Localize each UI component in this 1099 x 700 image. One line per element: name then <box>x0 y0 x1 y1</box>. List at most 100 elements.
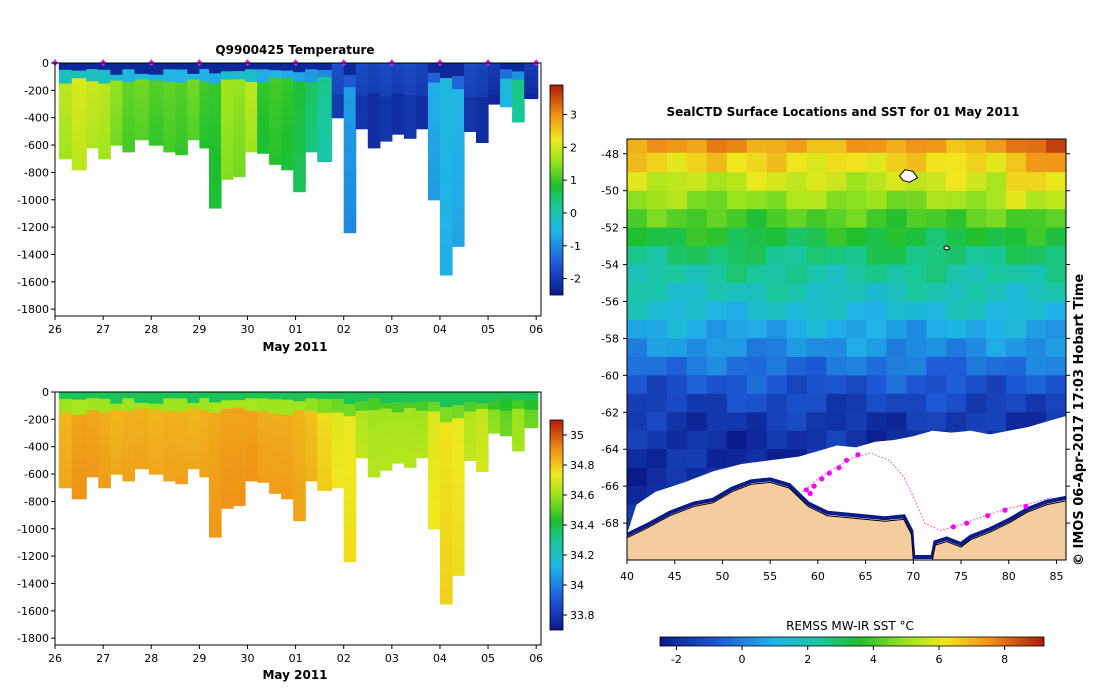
profile-cell <box>427 63 441 74</box>
colorbar-tick-label: 34.8 <box>570 459 595 472</box>
profile-cell <box>293 81 306 92</box>
profile-cell <box>415 72 429 78</box>
profile-cell <box>221 170 234 180</box>
sst-cell <box>966 338 987 358</box>
y-tick-label: -1000 <box>17 523 49 536</box>
sst-cell <box>686 172 708 192</box>
sst-cell <box>1046 172 1066 192</box>
profile-cell <box>58 138 73 146</box>
profile-cell <box>500 413 513 418</box>
profile-cell <box>245 411 258 418</box>
profile-cell <box>331 398 345 407</box>
x-tick-label: 29 <box>192 652 206 665</box>
profile-cell <box>293 90 306 101</box>
profile-cell <box>281 124 294 133</box>
seal-location <box>855 452 861 458</box>
profile-cell <box>500 66 513 70</box>
sst-cell <box>647 375 668 395</box>
profile-cell <box>415 67 429 73</box>
profile-cell <box>110 438 123 446</box>
sst-cell <box>786 320 808 340</box>
sst-cell <box>666 227 688 247</box>
profile-cell <box>317 441 333 449</box>
profile-cell <box>233 456 246 466</box>
profile-cell <box>343 184 357 197</box>
profile-cell <box>512 109 525 114</box>
profile-cell <box>110 421 123 428</box>
profile-cell <box>317 84 333 92</box>
profile-cell <box>110 74 123 82</box>
sst-colorbar-label: REMSS MW-IR SST °C <box>786 619 914 633</box>
profile-cell <box>269 135 282 144</box>
profile-cell <box>257 82 270 90</box>
sst-cell <box>866 320 888 340</box>
sst-cell <box>966 190 987 210</box>
profile-cell <box>452 536 465 550</box>
profile-cell <box>452 220 465 234</box>
profile-cell <box>58 446 73 455</box>
profile-cell <box>58 419 73 427</box>
sst-cell <box>1026 264 1047 284</box>
profile-cell <box>367 123 381 131</box>
sst-cell <box>686 320 708 340</box>
profile-cell <box>331 70 345 76</box>
profile-cell <box>269 84 282 93</box>
profile-cell <box>427 479 441 491</box>
sst-cell <box>706 264 728 284</box>
profile-cell <box>134 63 150 70</box>
profile-cell <box>86 422 99 429</box>
profile-cell <box>71 116 87 125</box>
sst-cell <box>766 264 788 284</box>
profile-cell <box>110 86 123 93</box>
profile-cell <box>331 467 345 475</box>
sst-cell <box>1006 301 1027 321</box>
profile-cell <box>281 475 294 484</box>
profile-cell <box>209 516 222 528</box>
profile-cell <box>343 404 357 417</box>
profile-cell <box>427 450 441 461</box>
profile-cell <box>452 128 465 143</box>
profile-cell <box>488 89 501 93</box>
profile-cell <box>317 392 333 400</box>
profile-cell <box>281 78 294 87</box>
profile-cell <box>317 406 333 414</box>
profile-cell <box>355 72 369 78</box>
seal-location <box>843 457 850 463</box>
profile-cell <box>524 394 539 398</box>
sst-cell <box>1046 152 1066 173</box>
profile-cell <box>317 483 333 491</box>
profile-cell <box>233 465 246 474</box>
sst-cell <box>946 301 967 321</box>
profile-cell <box>134 441 150 448</box>
profile-cell <box>500 423 513 427</box>
sst-cell <box>806 264 828 284</box>
sst-cell <box>906 320 927 340</box>
profile-cell <box>500 392 513 396</box>
profile-cell <box>488 409 501 414</box>
profile-cell <box>58 467 73 475</box>
profile-cell <box>440 199 453 215</box>
profile-cell <box>440 153 453 170</box>
profile-cell <box>415 81 429 88</box>
profile-cell <box>464 97 477 103</box>
profile-cell <box>281 491 294 500</box>
sst-cell <box>906 283 927 303</box>
profile-cell <box>367 452 381 460</box>
y-tick-label: -200 <box>24 84 49 97</box>
sst-cell <box>627 320 648 340</box>
sst-cell <box>746 301 768 321</box>
sst-cell <box>1046 209 1066 229</box>
seal-location <box>807 490 813 497</box>
sst-cell <box>926 190 947 210</box>
sst-cell <box>986 356 1007 376</box>
profile-cell <box>476 403 489 410</box>
profile-cell <box>500 417 513 421</box>
sst-cell <box>726 246 748 266</box>
sst-cell <box>627 412 648 432</box>
profile-cell <box>305 126 318 134</box>
profile-cell <box>233 103 246 113</box>
profile-cell <box>343 416 357 429</box>
sst-cell <box>686 283 708 303</box>
profile-cell <box>427 160 441 172</box>
